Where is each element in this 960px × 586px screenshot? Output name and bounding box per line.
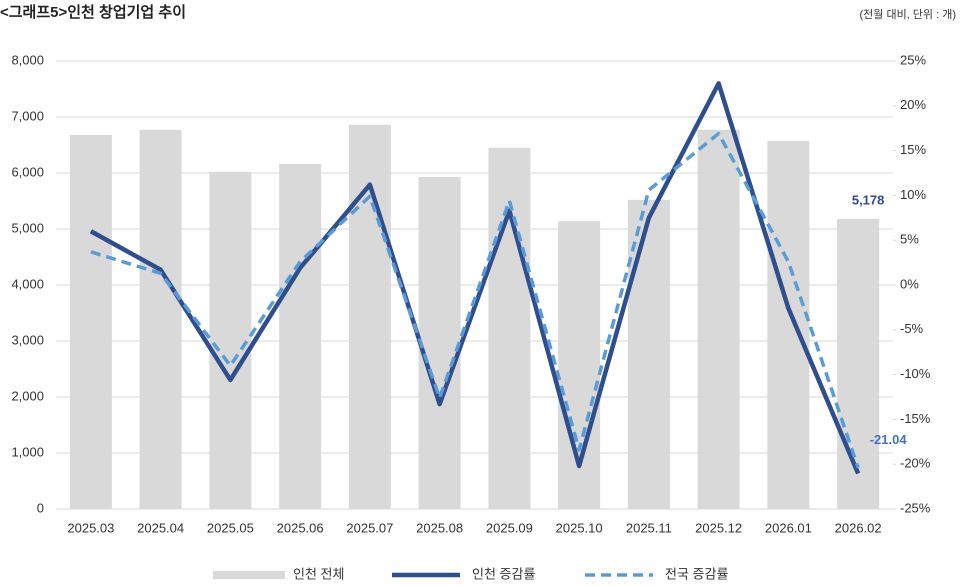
y-tick-label: 5,000 (11, 220, 44, 235)
legend-label: 인천 전체 (293, 566, 344, 581)
legend-label: 인천 증감률 (472, 566, 535, 581)
x-tick-label: 2025.04 (137, 520, 184, 535)
line-series (90, 131, 860, 469)
y2-tick-label: -15% (900, 411, 931, 426)
y-tick-label: 6,000 (11, 164, 44, 179)
y-tick-label: 8,000 (11, 52, 44, 67)
bar (69, 134, 112, 510)
legend-label: 전국 증감률 (665, 566, 728, 581)
x-tick-label: 2025.10 (556, 520, 603, 535)
x-tick-label: 2025.06 (277, 520, 324, 535)
y-tick-label: 4,000 (11, 276, 44, 291)
bar (837, 219, 880, 510)
y2-tick-label: 15% (900, 142, 926, 157)
x-tick-label: 2025.07 (346, 520, 393, 535)
bar (209, 171, 252, 509)
y-tick-label: 2,000 (11, 388, 44, 403)
bar (139, 129, 182, 509)
line-series (89, 81, 861, 475)
x-tick-label: 2025.08 (416, 520, 463, 535)
y-tick-label: 7,000 (11, 108, 44, 123)
y2-tick-label: 0% (900, 276, 919, 291)
bar (627, 199, 670, 509)
y-tick-label: 0 (37, 500, 44, 515)
y2-tick-label: 25% (900, 52, 926, 67)
y2-tick-label: -25% (900, 500, 931, 515)
y2-tick-label: -10% (900, 366, 931, 381)
bar (418, 176, 461, 510)
x-tick-label: 2025.03 (67, 520, 114, 535)
y2-tick-label: -5% (900, 321, 924, 336)
x-tick-label: 2026.01 (765, 520, 812, 535)
chart-subtitle: (전월 대비, 단위 : 개) (859, 8, 956, 21)
data-label: 5,178 (852, 192, 885, 207)
x-tick-label: 2025.05 (207, 520, 254, 535)
y-tick-label: 3,000 (11, 332, 44, 347)
legend-swatch (213, 571, 285, 579)
x-tick-label: 2025.11 (626, 520, 672, 535)
y2-tick-label: -20% (900, 456, 931, 471)
y-tick-label: 1,000 (11, 444, 44, 459)
bar (488, 147, 531, 510)
y2-tick-label: 10% (900, 187, 926, 202)
data-label: -21.04 (870, 432, 908, 447)
y2-tick-label: 20% (900, 97, 926, 112)
y2-tick-label: 5% (900, 232, 919, 247)
x-tick-label: 2025.09 (486, 520, 533, 535)
x-tick-label: 2025.12 (695, 520, 742, 535)
x-tick-label: 2026.02 (835, 520, 882, 535)
bar (767, 141, 810, 509)
chart-title: <그래프5>인천 창업기업 추이 (0, 3, 186, 21)
bar (697, 129, 740, 509)
bar (279, 164, 322, 510)
